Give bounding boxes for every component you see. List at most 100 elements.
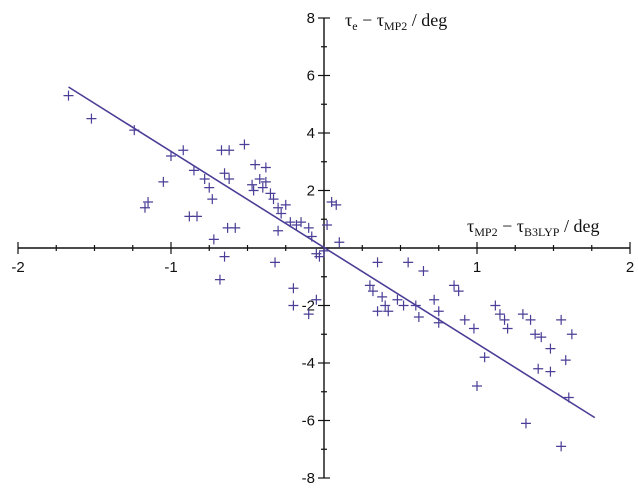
y-tick-label: 8 bbox=[307, 10, 315, 27]
data-point bbox=[392, 294, 403, 305]
y-tick-label: -8 bbox=[302, 470, 315, 487]
data-point bbox=[429, 294, 440, 305]
data-point bbox=[192, 211, 203, 222]
data-point bbox=[525, 314, 536, 325]
data-point bbox=[230, 222, 241, 233]
data-point bbox=[331, 199, 342, 210]
data-point bbox=[530, 329, 541, 340]
data-point bbox=[288, 300, 299, 311]
data-point bbox=[418, 266, 429, 276]
data-point bbox=[303, 222, 314, 233]
data-point bbox=[158, 176, 169, 187]
data-point bbox=[545, 343, 556, 354]
data-point bbox=[536, 332, 547, 343]
y-axis-title: τe − τMP2 / deg bbox=[345, 10, 447, 33]
data-point bbox=[296, 217, 307, 228]
data-point bbox=[472, 381, 482, 391]
data-point bbox=[326, 197, 337, 207]
data-point bbox=[260, 162, 271, 173]
y-tick-label: 2 bbox=[307, 183, 315, 200]
data-point bbox=[560, 355, 571, 366]
y-tick-label: -2 bbox=[302, 298, 315, 315]
data-point bbox=[276, 208, 287, 219]
data-point bbox=[188, 165, 199, 176]
data-point bbox=[280, 199, 291, 210]
data-points bbox=[63, 90, 577, 452]
data-point bbox=[288, 283, 299, 294]
data-point bbox=[533, 363, 544, 374]
data-point bbox=[219, 168, 230, 179]
data-point bbox=[260, 176, 271, 187]
data-point bbox=[413, 312, 424, 322]
data-point bbox=[166, 151, 176, 161]
data-point bbox=[247, 179, 258, 190]
data-point bbox=[285, 217, 296, 228]
data-point bbox=[433, 317, 444, 328]
data-point bbox=[314, 251, 325, 262]
data-point bbox=[273, 225, 284, 236]
data-point bbox=[459, 314, 470, 325]
y-tick-label: -6 bbox=[302, 413, 315, 430]
data-point bbox=[410, 300, 421, 311]
data-point bbox=[502, 323, 513, 334]
data-point bbox=[139, 202, 150, 213]
data-point bbox=[383, 306, 394, 317]
data-point bbox=[265, 188, 276, 199]
data-point bbox=[334, 237, 345, 248]
x-axis-title: τMP2 − τB3LYP / deg bbox=[467, 216, 599, 239]
x-tick-label: 2 bbox=[626, 259, 634, 276]
data-point bbox=[517, 309, 528, 320]
data-point bbox=[545, 366, 556, 377]
data-point bbox=[398, 300, 409, 311]
data-point bbox=[207, 194, 218, 205]
data-point bbox=[372, 257, 383, 268]
data-point bbox=[204, 182, 215, 193]
data-point bbox=[556, 441, 567, 452]
fit-line bbox=[68, 86, 596, 419]
x-tick-label: -2 bbox=[11, 259, 24, 276]
data-point bbox=[453, 286, 464, 297]
data-point bbox=[239, 139, 250, 150]
data-point bbox=[199, 174, 210, 184]
data-point bbox=[250, 159, 261, 170]
data-point bbox=[178, 145, 189, 156]
data-point bbox=[479, 352, 490, 363]
data-point bbox=[490, 300, 501, 311]
data-point bbox=[520, 418, 531, 429]
x-tick-label: -1 bbox=[164, 259, 177, 276]
data-point bbox=[224, 145, 235, 156]
data-point bbox=[499, 314, 510, 325]
data-point bbox=[380, 300, 391, 311]
data-point bbox=[208, 234, 219, 245]
data-point bbox=[268, 194, 279, 205]
data-point bbox=[224, 174, 235, 184]
data-point bbox=[63, 90, 74, 101]
y-tick-label: -4 bbox=[302, 355, 315, 372]
data-point bbox=[306, 231, 317, 242]
tick-marks bbox=[17, 17, 631, 479]
data-point bbox=[143, 197, 154, 207]
data-point bbox=[566, 329, 577, 340]
data-point bbox=[403, 257, 414, 268]
data-point bbox=[468, 323, 479, 334]
data-point bbox=[372, 306, 383, 317]
data-point bbox=[556, 314, 567, 325]
data-point bbox=[367, 286, 378, 297]
data-point bbox=[311, 294, 322, 305]
data-point bbox=[257, 182, 268, 193]
data-point bbox=[303, 309, 314, 320]
regression-line bbox=[68, 86, 596, 419]
data-point bbox=[219, 251, 230, 262]
data-point bbox=[433, 306, 444, 317]
y-tick-label: 6 bbox=[307, 68, 315, 85]
data-point bbox=[319, 245, 329, 256]
data-point bbox=[494, 309, 505, 320]
data-point bbox=[214, 274, 225, 285]
x-tick-label: 1 bbox=[473, 259, 481, 276]
data-point bbox=[563, 392, 574, 403]
data-point bbox=[254, 174, 265, 184]
tick-labels: -2 -1 1 2 -8 -6 -4 -2 2 4 6 8 bbox=[11, 10, 634, 487]
y-tick-label: 4 bbox=[307, 125, 315, 142]
data-point bbox=[449, 280, 460, 291]
